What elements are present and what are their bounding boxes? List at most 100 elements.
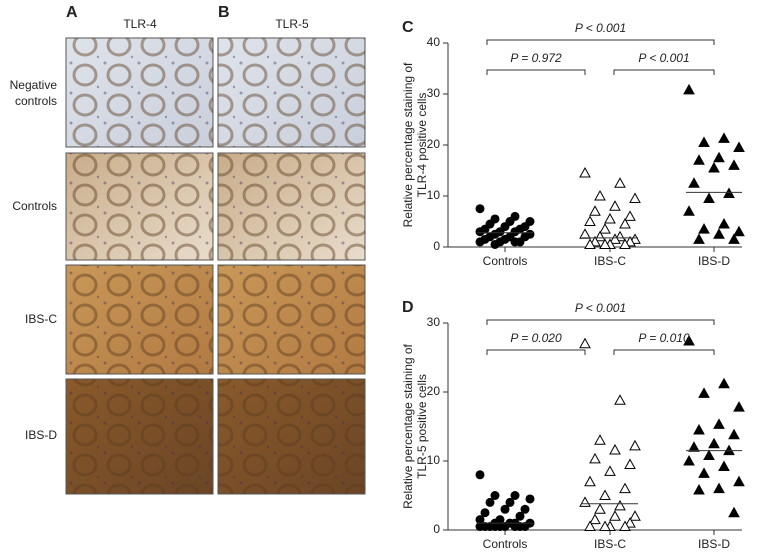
data-point	[718, 218, 730, 229]
y-tick-label: 20	[427, 384, 441, 398]
data-point	[614, 394, 626, 405]
data-point	[713, 151, 725, 163]
data-point	[609, 510, 621, 521]
row-label: IBS-C	[25, 312, 57, 326]
data-point	[609, 443, 621, 455]
data-point	[619, 218, 631, 229]
data-point	[728, 159, 740, 170]
data-point	[589, 513, 601, 525]
row-label: controls	[15, 94, 57, 108]
data-point	[475, 237, 485, 247]
data-point	[525, 494, 535, 504]
data-point	[604, 465, 616, 476]
data-point	[708, 161, 720, 173]
y-axis-title: TLR-4 positive cells	[415, 93, 429, 198]
micrographs	[65, 37, 366, 495]
data-point	[624, 517, 636, 528]
data-point	[713, 418, 725, 429]
data-point	[693, 483, 705, 495]
y-tick-label: 0	[433, 239, 440, 253]
data-point	[683, 205, 695, 216]
data-point	[713, 482, 725, 494]
column-title: TLR-4	[123, 17, 157, 31]
data-point	[718, 460, 730, 472]
y-tick-label: 30	[427, 86, 441, 100]
p-value: P < 0.001	[575, 21, 626, 35]
data-point	[500, 504, 510, 514]
data-point	[604, 212, 616, 224]
micrograph-texture	[66, 38, 213, 147]
y-tick-label: 40	[427, 35, 441, 49]
micrograph-texture	[66, 265, 213, 374]
micrograph-texture	[218, 38, 365, 147]
panel-letter: B	[218, 4, 230, 21]
data-point	[693, 233, 705, 244]
data-point	[594, 189, 606, 201]
y-tick-label: 30	[427, 315, 441, 329]
micrograph-texture	[66, 153, 213, 260]
micrograph-texture	[66, 379, 213, 494]
data-point	[629, 510, 641, 521]
data-point	[728, 506, 740, 518]
comparison-bracket	[486, 349, 586, 355]
panel-letter: C	[402, 19, 414, 36]
x-tick-label: Controls	[483, 537, 528, 551]
data-point	[698, 223, 710, 234]
p-value: P = 0.020	[510, 331, 562, 345]
data-point	[475, 470, 485, 480]
panel-letter: A	[66, 4, 78, 21]
data-point	[599, 520, 611, 532]
p-value: P < 0.001	[638, 51, 689, 65]
data-point	[698, 387, 710, 398]
data-point	[614, 177, 626, 188]
data-point	[733, 141, 745, 153]
comparison-bracket	[613, 69, 715, 75]
data-point	[475, 204, 485, 214]
data-point	[475, 227, 485, 237]
comparison-bracket	[486, 39, 715, 45]
data-point	[619, 238, 631, 249]
data-point	[594, 503, 606, 514]
data-point	[683, 334, 695, 346]
data-point	[723, 187, 735, 198]
y-tick-label: 10	[427, 188, 441, 202]
data-point	[619, 520, 631, 532]
panel-letter: D	[402, 299, 414, 316]
data-point	[510, 237, 520, 247]
row-label: Controls	[12, 199, 57, 213]
data-point	[728, 233, 740, 244]
p-value: P = 0.010	[638, 331, 690, 345]
data-point	[599, 489, 611, 500]
data-point	[579, 337, 591, 349]
data-point	[698, 467, 710, 478]
data-point	[475, 515, 485, 525]
data-point	[584, 475, 596, 487]
x-tick-label: IBS-D	[698, 254, 730, 268]
data-point	[579, 496, 591, 507]
data-point	[683, 83, 695, 95]
micrograph-texture	[218, 379, 365, 494]
y-axis-title: Relative percentage staining of	[401, 343, 415, 508]
data-point	[594, 434, 606, 445]
x-tick-label: IBS-C	[594, 537, 626, 551]
comparison-bracket	[486, 69, 586, 75]
data-point	[584, 520, 596, 532]
data-point	[703, 192, 715, 204]
p-value: P = 0.972	[510, 51, 562, 65]
data-point	[485, 497, 495, 507]
data-point	[688, 441, 700, 452]
y-axis-title: Relative percentage staining of	[401, 62, 415, 227]
row-label: IBS-D	[25, 428, 57, 442]
data-point	[609, 233, 621, 244]
data-point	[490, 239, 500, 249]
data-point	[629, 192, 641, 204]
x-tick-label: IBS-C	[594, 254, 626, 268]
data-point	[624, 458, 636, 469]
row-label: Negative	[10, 78, 58, 92]
data-point	[584, 238, 596, 249]
data-point	[599, 238, 611, 249]
data-point	[693, 423, 705, 435]
comparison-bracket	[613, 349, 715, 355]
data-point	[589, 205, 601, 216]
data-point	[490, 491, 500, 500]
